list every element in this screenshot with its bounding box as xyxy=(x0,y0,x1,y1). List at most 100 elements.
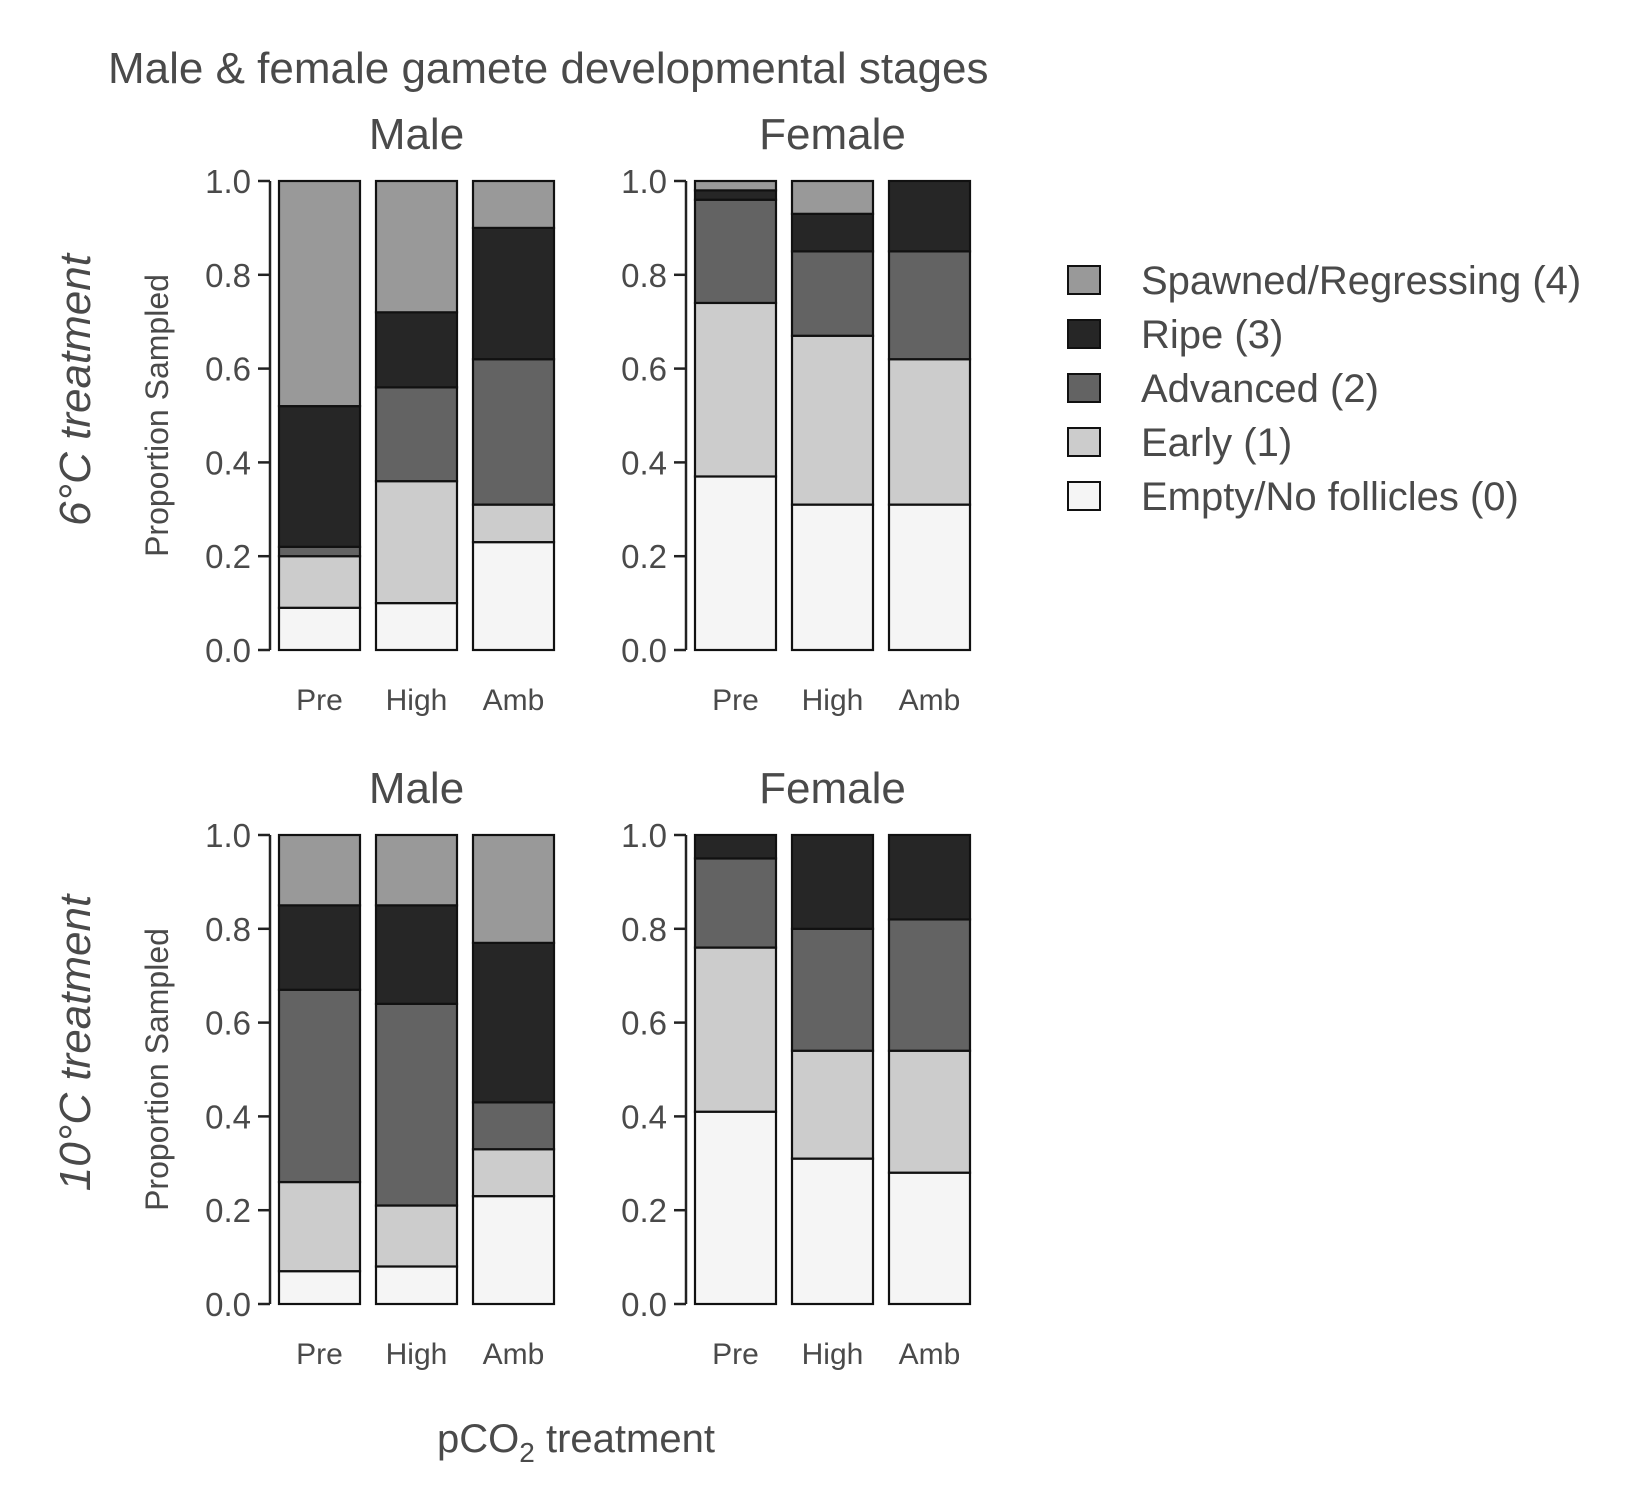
x-tick-label: Pre xyxy=(712,684,759,717)
bar-segment xyxy=(887,250,972,361)
panel-title: Male xyxy=(369,110,464,159)
panel-female-row1: Female 0.0 0.2 0.4 0.6 0.8 1.0 Pre High Amb xyxy=(621,110,972,717)
bar-segment xyxy=(471,541,556,652)
bar-high xyxy=(374,179,459,652)
bar-segment xyxy=(790,1157,875,1306)
x-tick-label: High xyxy=(386,684,448,717)
bar-segment xyxy=(471,1195,556,1306)
bar-segment xyxy=(693,189,778,201)
bar-segment xyxy=(277,988,362,1184)
bar-segment xyxy=(790,833,875,930)
bar-segment xyxy=(471,833,556,944)
legend-item: Early (1) xyxy=(1067,421,1292,465)
x-tick-label: Amb xyxy=(483,684,545,717)
bar-segment xyxy=(887,179,972,253)
legend-swatch xyxy=(1067,265,1101,295)
legend-item: Ripe (3) xyxy=(1067,313,1283,357)
bar-segment xyxy=(693,301,778,478)
bar-segment xyxy=(471,1148,556,1198)
bar-segment xyxy=(374,480,459,605)
y-axis-label: Proportion Sampled xyxy=(139,274,175,557)
bar-segment xyxy=(277,1180,362,1273)
bar-segment xyxy=(887,358,972,506)
bar-segment xyxy=(374,833,459,907)
bar-segment xyxy=(277,904,362,991)
panel-male-row2: Male 0.0 0.2 0.4 0.6 0.8 1.0 Proportion Sampled… xyxy=(139,764,556,1371)
bar-segment xyxy=(790,503,875,652)
y-tick-label: 0.2 xyxy=(205,538,251,575)
x-axis-label-subscript: 2 xyxy=(519,1437,535,1468)
row-label-top: 6°C treatment xyxy=(51,252,100,526)
x-tick-label: High xyxy=(802,684,864,717)
x-tick-label: Amb xyxy=(899,1338,961,1371)
y-tick-label: 1.0 xyxy=(621,817,667,854)
bar-segment xyxy=(887,833,972,921)
x-tick-label: Pre xyxy=(712,1338,759,1371)
bar-segment xyxy=(790,179,875,215)
y-tick-label: 1.0 xyxy=(205,817,251,854)
legend-swatch xyxy=(1067,319,1101,349)
row-label-bottom: 10°C treatment xyxy=(51,893,100,1191)
legend-label: Ripe (3) xyxy=(1141,313,1283,357)
bar-segment xyxy=(374,904,459,1005)
legend-swatch xyxy=(1067,481,1101,511)
x-tick-label: Amb xyxy=(899,684,961,717)
y-tick-label: 0.6 xyxy=(205,351,251,388)
bar-segment xyxy=(887,1049,972,1174)
y-tick-label: 0.8 xyxy=(621,257,667,294)
bar-pre xyxy=(277,833,362,1306)
bar-amb xyxy=(887,179,972,652)
bar-segment xyxy=(693,198,778,305)
y-tick-label: 0.4 xyxy=(621,1098,667,1135)
panel-title: Female xyxy=(759,110,906,159)
bar-segment xyxy=(693,857,778,949)
y-tick-label: 0.2 xyxy=(621,1192,667,1229)
y-tick-label: 0.4 xyxy=(205,444,251,481)
y-tick-label: 0.0 xyxy=(621,632,667,669)
x-axis-label: pCO2 treatment xyxy=(437,1417,715,1468)
bar-segment xyxy=(277,833,362,907)
bar-segment xyxy=(374,1265,459,1306)
bar-segment xyxy=(790,1049,875,1160)
y-tick-label: 0.8 xyxy=(621,911,667,948)
bar-segment xyxy=(277,1270,362,1306)
bar-segment xyxy=(887,1171,972,1306)
bar-pre xyxy=(693,833,778,1306)
chart-title: Male & female gamete developmental stage… xyxy=(108,44,989,93)
bar-segment xyxy=(693,946,778,1113)
y-tick-label: 0.6 xyxy=(621,1005,667,1042)
y-tick-label: 1.0 xyxy=(205,163,251,200)
legend-swatch xyxy=(1067,373,1101,403)
bar-segment xyxy=(471,503,556,544)
bar-segment xyxy=(471,358,556,506)
bar-segment xyxy=(693,179,778,192)
legend-label: Advanced (2) xyxy=(1141,367,1379,411)
legend-item: Spawned/Regressing (4) xyxy=(1067,259,1581,303)
panel-title: Male xyxy=(369,764,464,813)
bar-segment xyxy=(374,1002,459,1207)
legend-label: Empty/No follicles (0) xyxy=(1141,475,1519,519)
x-tick-label: High xyxy=(802,1338,864,1371)
bar-amb xyxy=(471,833,556,1306)
bar-segment xyxy=(790,250,875,337)
y-tick-label: 0.4 xyxy=(621,444,667,481)
y-tick-label: 0.8 xyxy=(205,257,251,294)
bar-segment xyxy=(887,503,972,652)
legend-swatch xyxy=(1067,427,1101,457)
bar-segment xyxy=(277,179,362,408)
bar-high xyxy=(790,833,875,1306)
legend-item: Advanced (2) xyxy=(1067,367,1379,411)
bar-segment xyxy=(693,833,778,860)
x-tick-label: High xyxy=(386,1338,448,1371)
legend-label: Early (1) xyxy=(1141,421,1292,465)
x-tick-label: Pre xyxy=(296,1338,343,1371)
x-tick-label: Amb xyxy=(483,1338,545,1371)
bar-amb xyxy=(887,833,972,1306)
bar-segment xyxy=(693,475,778,652)
bar-segment xyxy=(471,1101,556,1151)
bar-segment xyxy=(790,334,875,506)
bar-pre xyxy=(693,179,778,652)
bar-segment xyxy=(374,179,459,314)
y-tick-label: 1.0 xyxy=(621,163,667,200)
bar-amb xyxy=(471,179,556,652)
